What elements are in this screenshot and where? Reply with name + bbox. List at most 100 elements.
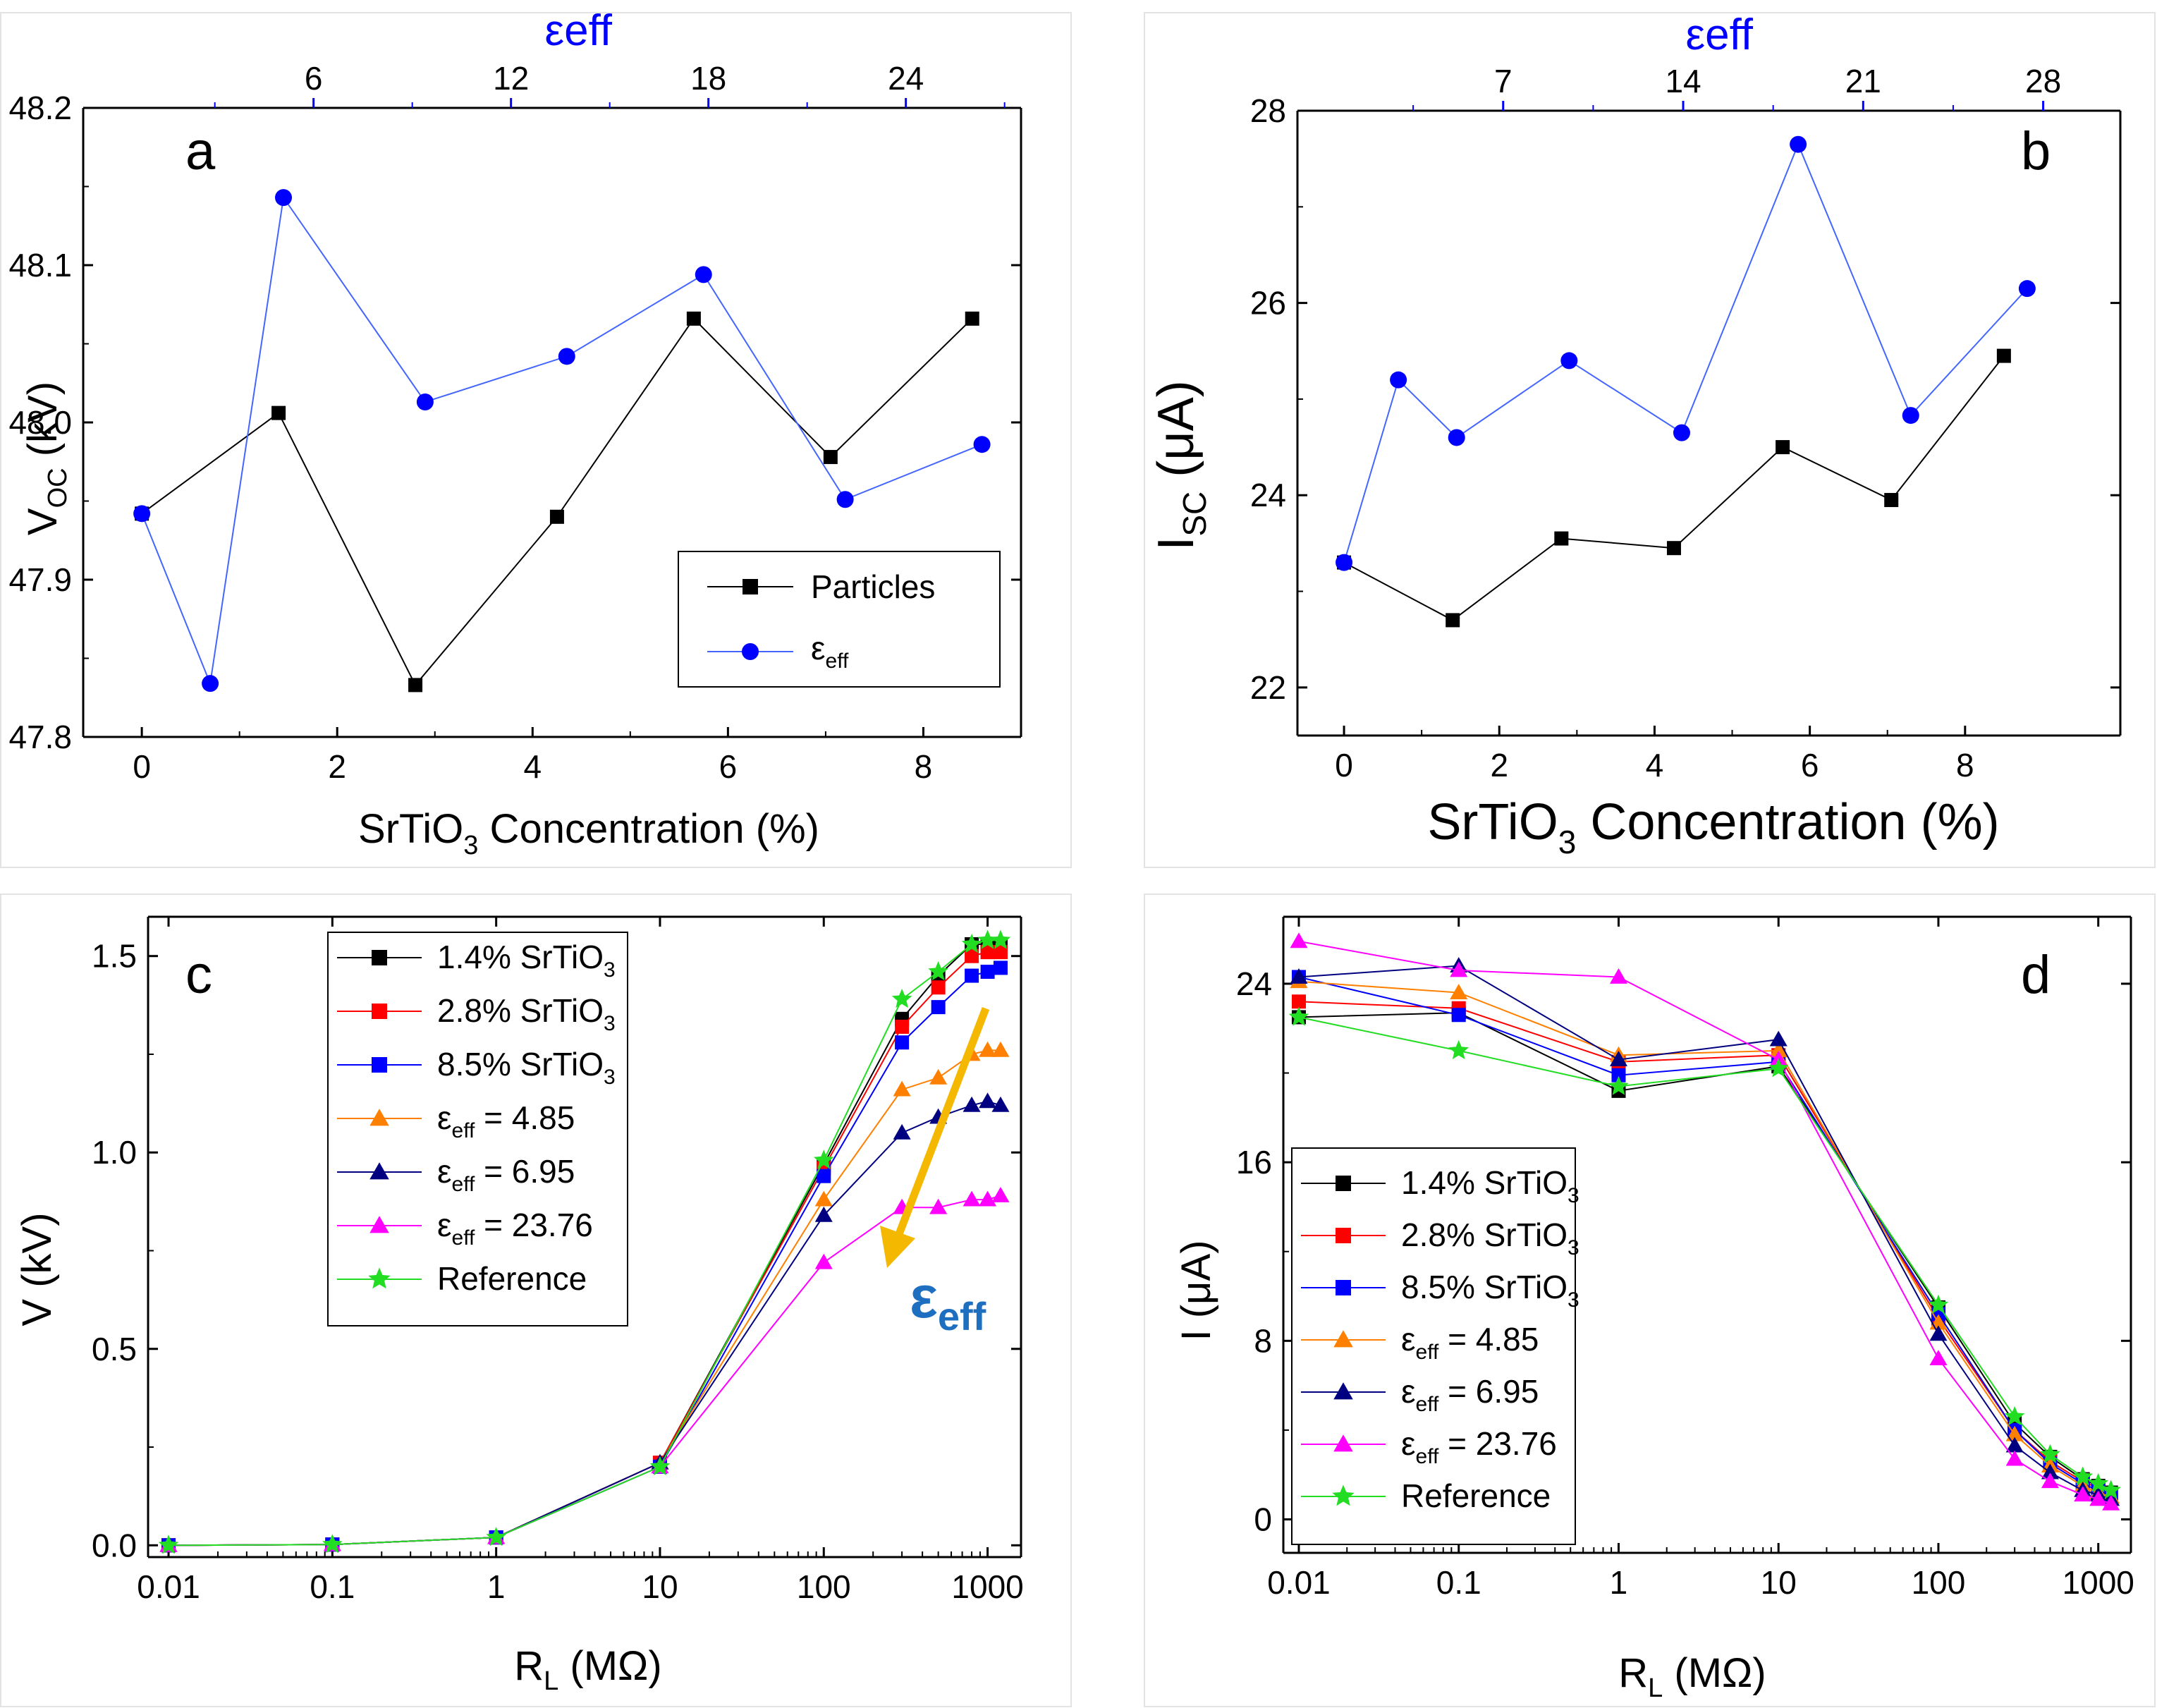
panel-b-series-1-point <box>1790 135 1807 153</box>
panel-b-series-0-point <box>1776 440 1790 455</box>
panel-a-x-tick-label: 8 <box>915 748 933 785</box>
panel-a-series-1-point <box>275 189 293 207</box>
panel-c-legend-entry-4-label: εeff = 6.95 <box>437 1153 575 1196</box>
panel-c-series-6-point <box>814 1149 834 1169</box>
panel-a-x-axis-title: SrTiO3 Concentration (%) <box>358 806 819 860</box>
panel-d-series-5-line <box>1298 940 2112 1505</box>
panel-c-series-2-point <box>993 960 1008 975</box>
panel-c-series-1-point <box>931 980 946 995</box>
panel-c-series-2-point <box>895 1035 910 1050</box>
panel-b-x-tick-label: 2 <box>1490 747 1508 783</box>
panel-b-series-0-point <box>1554 531 1569 546</box>
panel-b-x-axis-title: SrTiO3 Concentration (%) <box>1427 794 1999 860</box>
panel-d-series-6-point <box>2040 1444 2060 1463</box>
panel-a-top-tick-label: 12 <box>493 60 529 97</box>
panel-b-x-tick-label: 4 <box>1646 747 1664 783</box>
panel-c-series-6-point <box>649 1456 671 1475</box>
panel-d-series-5-point <box>2041 1472 2059 1489</box>
panel-d-legend-entry-5-marker <box>1333 1434 1353 1452</box>
panel-c-legend-entry-5-marker <box>369 1216 389 1233</box>
panel-d-series-6-point <box>1448 1039 1469 1059</box>
panel-a-top-tick-label: 24 <box>888 60 924 97</box>
panel-d-legend: 1.4% SrTiO3 2.8% SrTiO3 8.5% SrTiO3 εeff = … <box>1291 1147 1579 1545</box>
panel-c-y-tick-label: 1.0 <box>92 1134 137 1171</box>
panel-c-plot: 0.0 0.5 1.0 1.5 0.01 0.1 1 10 100 1000 <box>92 915 1024 1605</box>
panel-d-series-6-point <box>1928 1294 1949 1314</box>
panel-a-x-tick-label: 4 <box>523 748 542 785</box>
panel-b-x-tick-label: 8 <box>1956 747 1974 783</box>
panel-c-x-tick-label: 0.01 <box>137 1568 200 1605</box>
panel-b-series-0-point <box>1446 613 1460 628</box>
panel-b-series-1-point <box>1336 554 1353 571</box>
panel-d-y-tick-label: 0 <box>1254 1501 1272 1538</box>
panel-a-series-1-point <box>836 491 854 508</box>
panel-c: 0.0 0.5 1.0 1.5 0.01 0.1 1 10 100 1000 c V (kV) R… <box>0 893 1072 1707</box>
panel-a-top-tick-label: 18 <box>690 60 726 97</box>
panel-c-legend-entry-6-label: Reference <box>437 1260 587 1297</box>
panel-c-legend-entry-0-label: 1.4% SrTiO3 <box>437 939 616 982</box>
panel-c-y-axis-title: V (kV) <box>14 1212 60 1326</box>
panel-b-y-tick-label: 22 <box>1250 669 1286 706</box>
panel-c-letter: c <box>185 945 212 1005</box>
panel-b-letter: b <box>2021 121 2051 181</box>
panel-b-y-tick-label: 26 <box>1250 285 1286 322</box>
panel-a-series-0-point <box>271 405 286 420</box>
panel-c-series-5-point <box>814 1253 833 1269</box>
panel-c-legend-entry-1-label: 2.8% SrTiO3 <box>437 992 616 1035</box>
panel-b-y-tick-label: 24 <box>1250 477 1286 513</box>
panel-d-plot: 0 8 16 24 0.01 0.1 1 10 100 1000 <box>1236 915 2134 1601</box>
panel-a-legend-label-particles: Particles <box>811 568 935 605</box>
panel-a-y-tick-label: 48.2 <box>8 90 72 126</box>
panel-d-series-6-point <box>2072 1466 2093 1486</box>
panel-d-series-0-line <box>1298 1012 2112 1494</box>
panel-d-x-tick-label: 1 <box>1610 1564 1628 1601</box>
panel-c-series-1-point <box>980 945 995 960</box>
panel-b-y-tick-label: 28 <box>1250 92 1286 129</box>
panel-c-series-6-point <box>977 929 998 949</box>
panel-c-series-6-point <box>486 1527 506 1547</box>
panel-d-series-2-line <box>1298 976 2112 1498</box>
panel-a-y-axis-title: VOC (kV) <box>20 382 73 535</box>
panel-b-series-0-point <box>1996 348 2011 363</box>
panel-c-arrow-shaft <box>895 1007 990 1236</box>
panel-d-series-6-point <box>2101 1480 2121 1499</box>
panel-d-legend-entry-3-label: εeff = 4.85 <box>1401 1321 1539 1364</box>
panel-d-series-5-point <box>2089 1490 2108 1506</box>
panel-d-series-5-point <box>1450 961 1468 977</box>
panel-d-series-2-point <box>1451 1008 1466 1023</box>
panel-c-series-6-point <box>990 929 1011 949</box>
panel-a-series-1-point <box>133 505 151 523</box>
panel-d-x-tick-label: 100 <box>1912 1564 1966 1601</box>
panel-d-series-5-point <box>1609 968 1627 984</box>
panel-d-legend-entry-2-marker <box>1336 1280 1351 1295</box>
panel-d-series-2-point <box>1611 1068 1626 1082</box>
panel-a: 47.847.948.048.148.20 2 4 6 86 12 18 24 a εeff … <box>0 6 1072 868</box>
panel-d-series-6-point <box>1768 1058 1789 1078</box>
panel-a-series-0-point <box>823 450 838 465</box>
panel-c-x-tick-label: 1000 <box>951 1568 1023 1605</box>
panel-a-legend-box <box>678 551 1001 688</box>
panel-c-y-tick-label: 1.5 <box>92 938 137 975</box>
panel-c-series-4-point <box>963 1096 981 1112</box>
panel-b-series-1-point <box>1560 352 1578 370</box>
panel-c-series-3-point <box>929 1068 948 1085</box>
panel-c-series-1-point <box>965 948 979 963</box>
panel-a-series-1-point <box>973 436 991 453</box>
panel-a-x-tick-label: 6 <box>719 748 738 785</box>
panel-d-legend-entry-3-marker <box>1333 1330 1353 1348</box>
panel-c-x-axis-title: RL (MΩ) <box>514 1643 661 1696</box>
panel-d-x-tick-label: 1000 <box>2063 1564 2134 1601</box>
panel-d-series-4-point <box>1769 1030 1788 1047</box>
panel-a-letter: a <box>185 121 216 181</box>
panel-d-y-tick-label: 8 <box>1254 1322 1272 1359</box>
panel-d-series-3-point <box>1769 1042 1788 1058</box>
panel-a-series-0-point <box>408 678 423 693</box>
panel-d-legend-entry-0-label: 1.4% SrTiO3 <box>1401 1164 1579 1207</box>
panel-c-series-2-point <box>931 1000 946 1015</box>
panel-c-x-tick-label: 0.1 <box>310 1568 355 1605</box>
panel-c-legend-entry-2-label: 8.5% SrTiO3 <box>437 1046 616 1089</box>
panel-d-legend-entry-4-label: εeff = 6.95 <box>1401 1373 1539 1416</box>
panel-d-x-tick-label: 10 <box>1761 1564 1797 1601</box>
panel-d-y-tick-label: 16 <box>1236 1144 1272 1181</box>
panel-b-top-tick-label: 28 <box>2025 63 2061 99</box>
